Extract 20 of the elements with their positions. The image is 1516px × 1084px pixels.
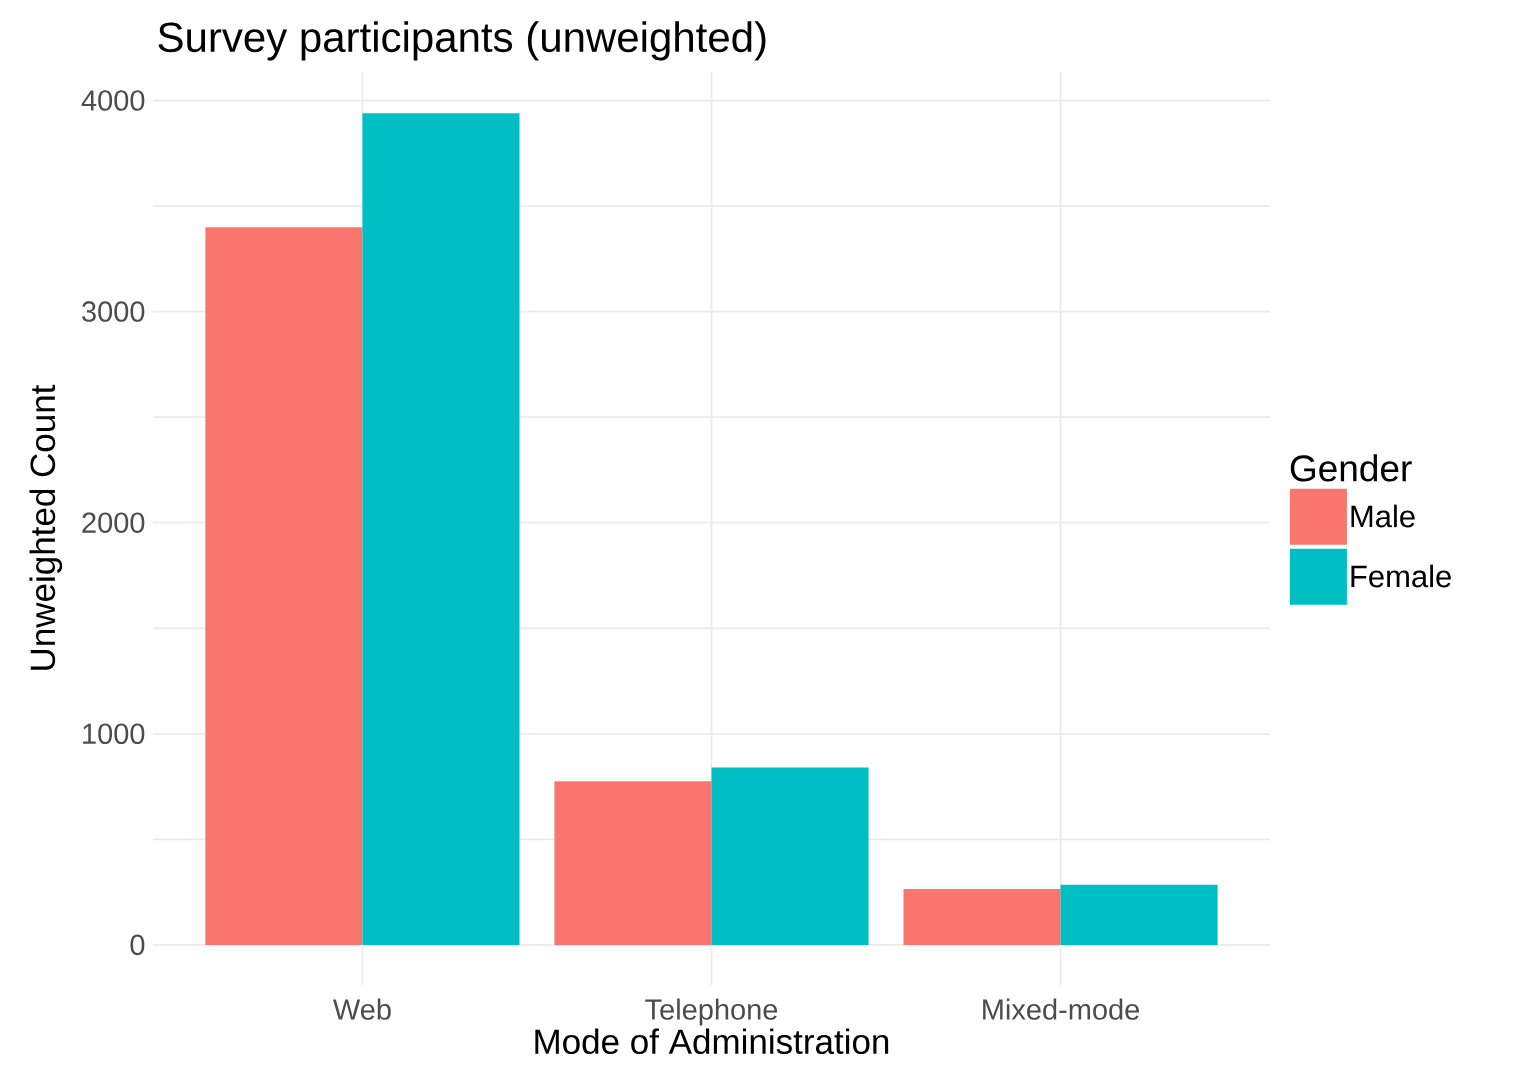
x-tick-label: Telephone — [645, 998, 778, 1026]
x-tick-label: Mixed-mode — [983, 998, 1140, 1020]
bar — [903, 888, 1061, 945]
legend-title: Gender — [1290, 454, 1412, 482]
y-tick-label: 4000 — [81, 90, 145, 111]
x-tick-label: Web — [333, 998, 391, 1020]
y-axis-title: Unweighted Count — [29, 384, 63, 670]
bar — [205, 227, 363, 945]
y-tick-label: 0 — [130, 934, 145, 956]
bar — [711, 767, 869, 945]
x-axis-title: Mode of Administration — [535, 1028, 889, 1055]
bar — [1060, 884, 1218, 945]
y-tick-label: 2000 — [82, 512, 145, 533]
chart-title: Survey participants (unweighted) — [158, 21, 766, 61]
bar — [362, 113, 520, 945]
y-tick-label: 3000 — [82, 301, 145, 322]
legend-label: Female — [1351, 564, 1451, 588]
bar — [554, 781, 712, 945]
legend-label: Male — [1351, 504, 1415, 528]
y-tick-label: 1000 — [83, 723, 145, 745]
